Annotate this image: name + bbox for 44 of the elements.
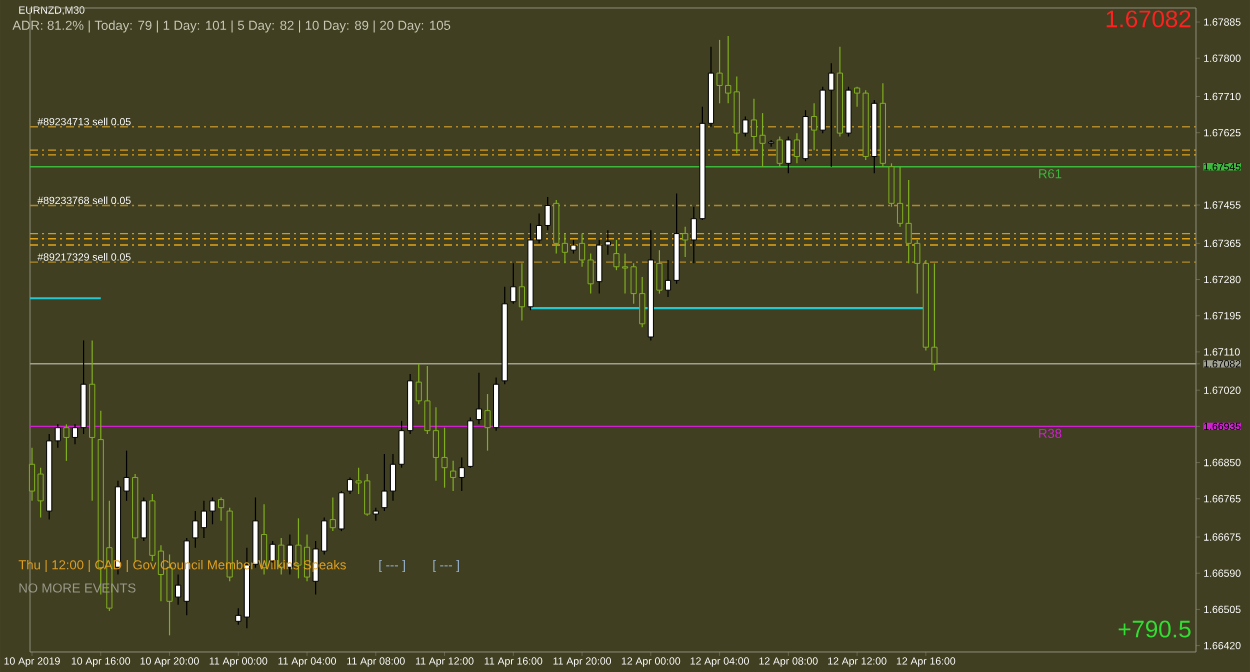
candlestick: [776, 135, 783, 168]
candlestick: [785, 135, 792, 174]
candlestick: [441, 427, 448, 489]
candlestick: [493, 376, 500, 432]
candlestick: [596, 239, 603, 295]
candlestick: [613, 239, 620, 271]
candlestick: [553, 199, 560, 255]
candlestick: [793, 132, 801, 164]
candlestick: [931, 262, 938, 372]
candlestick: [329, 496, 336, 532]
candlestick: [192, 510, 199, 549]
candlestick: [733, 75, 740, 154]
candlestick: [63, 423, 70, 462]
candlestick: [682, 226, 689, 258]
candlestick: [759, 112, 766, 168]
candlestick: [80, 339, 87, 435]
candlestick: [209, 496, 216, 525]
candlestick: [673, 192, 680, 285]
candlestick: [656, 249, 663, 295]
candlestick: [811, 102, 818, 151]
candlestick: [742, 115, 749, 138]
candlestick: [467, 416, 474, 469]
candlestick: [218, 496, 225, 522]
annotation: +790.5: [1118, 620, 1191, 638]
candlestick: [458, 456, 465, 492]
candlestick: [716, 39, 723, 104]
candlestick: [338, 490, 345, 532]
candlestick: [381, 453, 388, 512]
candlestick: [432, 406, 440, 482]
candlestick: [37, 467, 44, 519]
candlestick: [510, 262, 517, 305]
candlestick: [802, 109, 809, 162]
candlestick: [518, 262, 525, 322]
annotation: 1.67082: [1106, 10, 1191, 28]
candlestick: [450, 460, 457, 492]
candlestick: [28, 447, 36, 502]
candlestick: [200, 500, 208, 539]
candlestick: [140, 496, 147, 542]
candlestick: [484, 393, 491, 452]
candlestick: [475, 372, 483, 425]
candlestick: [295, 517, 302, 579]
candlestick: [621, 252, 629, 295]
candlestick: [750, 98, 758, 151]
candlestick: [845, 86, 852, 138]
